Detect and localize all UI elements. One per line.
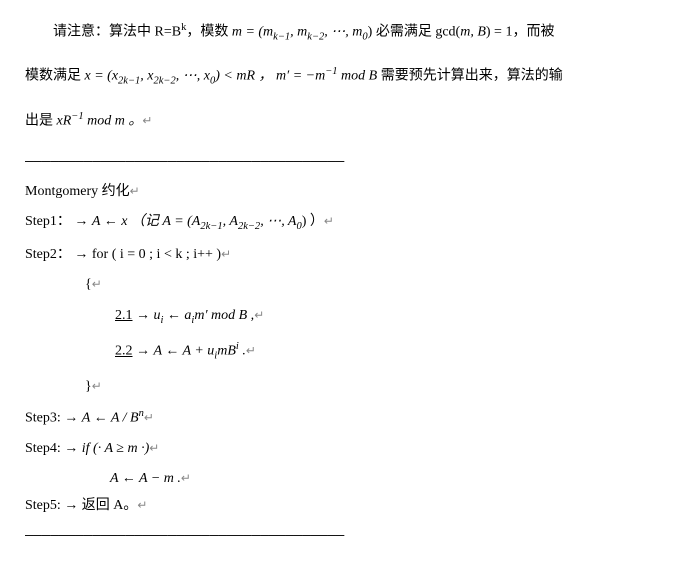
step-2-2: 2.2 → A ← A + uimBi .↵ — [25, 339, 664, 365]
separator-line-bottom: —————————————————————————————————————— — [25, 525, 664, 547]
intro-text: 请注意：算法中 R=B — [53, 25, 181, 40]
step-2-1: 2.1 → ui ← aim′ mod B ,↵ — [25, 305, 664, 330]
intro-para-3: 出是 xR−1 mod m 。↵ — [25, 109, 664, 133]
brace-open: {↵ — [25, 274, 664, 296]
return-mark: ↵ — [142, 113, 152, 127]
brace-close: }↵ — [25, 376, 664, 398]
step-4-body: A ← A − m .↵ — [25, 468, 664, 490]
separator-line-top: —————————————————————————————————————— — [25, 151, 664, 173]
algorithm-title: Montgomery 约化↵ — [25, 181, 664, 203]
step-3: Step3: → A ← A / Bn↵ — [25, 406, 664, 430]
intro-para-2: 模数满足 x = (x2k−1, x2k−2, ⋯, x0) < mR ， m′… — [25, 64, 664, 90]
step-4-header: Step4: → if (· A ≥ m ·)↵ — [25, 438, 664, 460]
step-5: Step5: → 返回 A。↵ — [25, 495, 664, 517]
step-2-header: Step2： → for ( i = 0 ; i < k ; i++ )↵ — [25, 244, 664, 266]
step-1: Step1： → A ← x （记 A = (A2k−1, A2k−2, ⋯, … — [25, 211, 664, 236]
intro-para-1: 请注意：算法中 R=Bk，模数 m = (mk−1, mk−2, ⋯, m0) … — [25, 20, 664, 46]
